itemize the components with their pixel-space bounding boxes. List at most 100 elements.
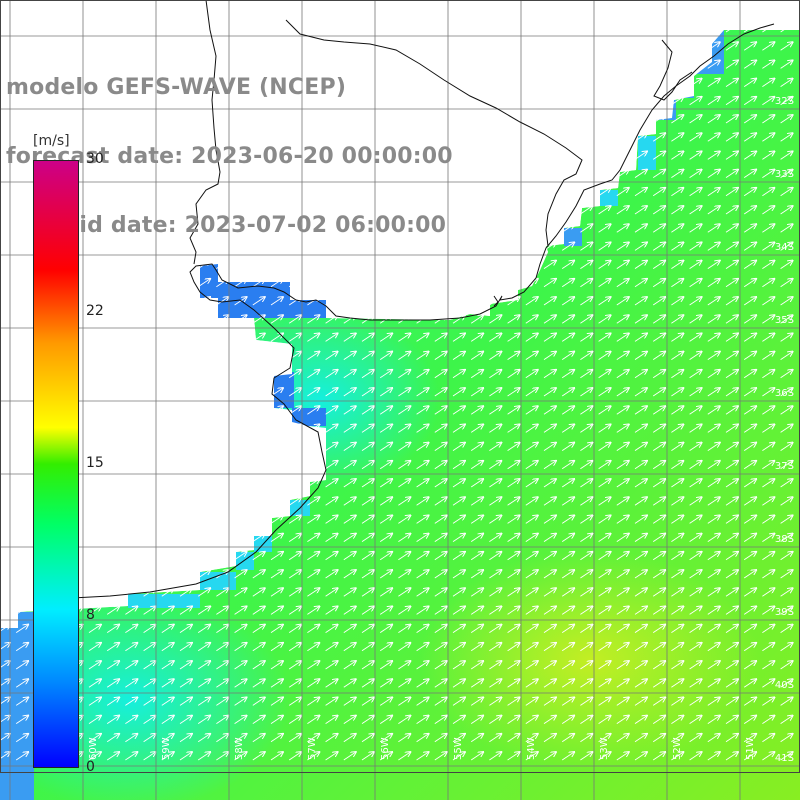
wind-arrow (580, 224, 592, 233)
wind-arrow (234, 552, 247, 561)
wind-arrow (161, 606, 174, 615)
wind-arrow (689, 206, 702, 215)
wind-arrow (288, 370, 301, 379)
wind-arrow (307, 552, 319, 561)
wind-arrow (743, 479, 756, 488)
wind-arrow (543, 552, 556, 561)
wind-arrow (379, 643, 392, 652)
wind-arrow (307, 497, 319, 506)
wind-arrow (762, 42, 774, 51)
wind-arrow (762, 388, 774, 397)
wind-arrow (780, 60, 793, 69)
wind-arrow (489, 606, 501, 615)
wind-arrow (762, 479, 774, 488)
wind-arrow (343, 588, 356, 597)
wind-arrow (634, 424, 647, 433)
wind-arrow (743, 552, 756, 561)
wind-arrow (470, 461, 483, 470)
wind-arrow (689, 224, 702, 233)
wind-arrow (762, 461, 774, 470)
wind-arrow (707, 352, 720, 360)
wind-arrow (525, 570, 538, 579)
wind-arrow (652, 497, 665, 506)
colorbar-unit: [m/s] (33, 133, 70, 149)
wind-arrow (252, 552, 265, 561)
wind-arrow (416, 588, 429, 597)
high-wind-patch (420, 550, 760, 770)
wind-arrow (325, 534, 338, 542)
wind-arrow (561, 443, 574, 451)
wind-arrow (416, 333, 429, 342)
wind-arrow (725, 42, 738, 51)
wind-arrow (452, 570, 465, 579)
wind-arrow (634, 333, 647, 342)
wind-arrow (307, 388, 319, 397)
wind-arrow (671, 188, 683, 197)
wind-arrow (616, 242, 629, 251)
wind-arrow (434, 625, 447, 633)
wind-arrow (652, 206, 665, 215)
wind-arrow (434, 424, 447, 433)
wind-arrow (689, 388, 702, 397)
wind-arrow (452, 552, 465, 561)
wind-arrow (507, 424, 520, 433)
wind-arrow (580, 497, 592, 506)
lon-label: 52W (672, 737, 683, 760)
wind-arrow (762, 261, 774, 269)
wind-arrow (762, 224, 774, 233)
wind-arrow (307, 625, 319, 633)
wind-arrow (361, 588, 374, 597)
wind-arrow (561, 333, 574, 342)
wind-arrow (580, 406, 592, 415)
wind-arrow (525, 479, 538, 488)
wind-arrow (707, 534, 720, 542)
wind-arrow (361, 552, 374, 561)
wind-arrow (416, 625, 429, 633)
wind-arrow (780, 170, 793, 178)
wind-arrow (616, 424, 629, 433)
wind-arrow (725, 352, 738, 360)
wind-arrow (525, 625, 538, 633)
wind-arrow (707, 424, 720, 433)
wind-arrow (379, 515, 392, 524)
wind-arrow (307, 315, 319, 324)
wind-arrow (616, 406, 629, 415)
wind-arrow (707, 461, 720, 470)
wind-arrow (743, 188, 756, 197)
colorbar-tick: 30 (86, 151, 104, 167)
wind-arrow (780, 79, 793, 87)
wind-arrow (361, 406, 374, 415)
wind-arrow (671, 151, 683, 160)
wind-arrow (489, 388, 501, 397)
wind-arrow (343, 552, 356, 561)
wind-arrow (216, 643, 228, 652)
wind-arrow (270, 606, 283, 615)
wind-arrow (616, 333, 629, 342)
wind-arrow (652, 534, 665, 542)
wind-arrow (325, 643, 338, 652)
wind-arrow (489, 443, 501, 451)
wind-arrow (743, 242, 756, 251)
wind-arrow (106, 643, 119, 652)
wind-arrow (434, 534, 447, 542)
wind-arrow (580, 479, 592, 488)
wind-arrow (270, 570, 283, 579)
wind-arrow (671, 279, 683, 288)
wind-arrow (652, 133, 665, 142)
wind-arrow (489, 461, 501, 470)
wind-arrow (452, 333, 465, 342)
wind-arrow (561, 315, 574, 324)
wind-arrow (379, 388, 392, 397)
wind-arrow (197, 279, 210, 288)
wind-arrow (470, 388, 483, 397)
wind-arrow (743, 206, 756, 215)
wind-arrow (0, 643, 10, 651)
wind-arrow (743, 443, 756, 451)
wind-arrow (325, 588, 338, 597)
wind-arrow (452, 588, 465, 597)
wind-arrow (707, 606, 720, 615)
wind-arrow (743, 170, 756, 178)
wind-arrow (452, 497, 465, 506)
wind-arrow (598, 279, 611, 288)
wind-arrow (707, 315, 720, 324)
